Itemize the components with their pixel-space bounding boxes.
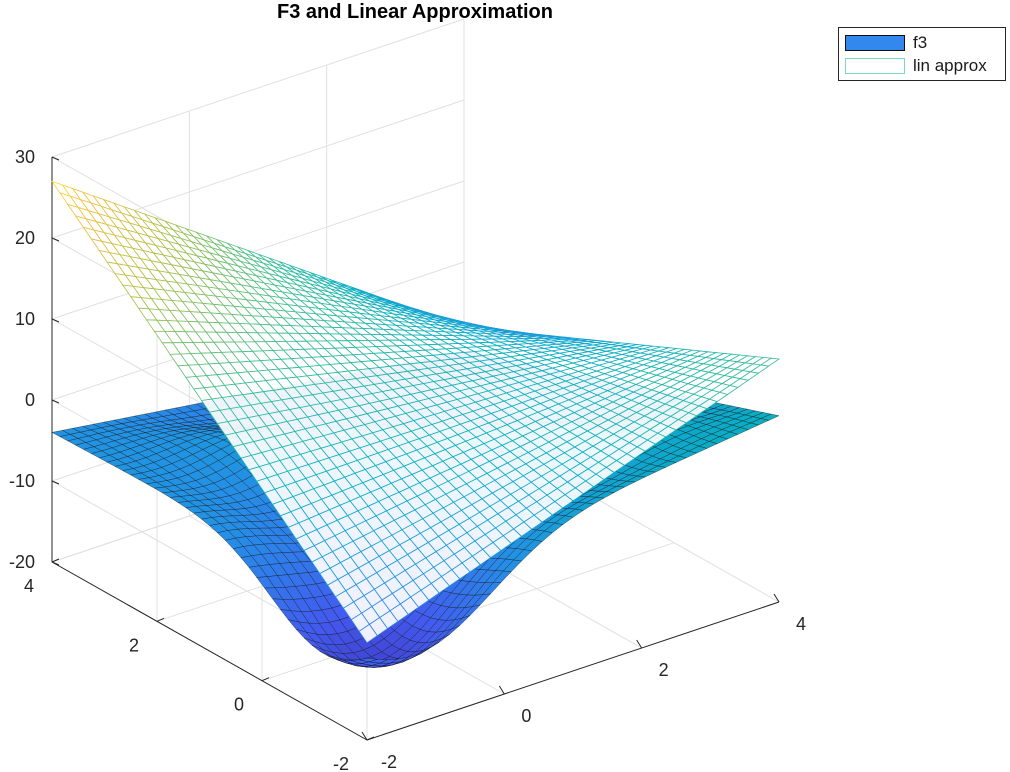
legend-label-f3: f3 [913, 33, 928, 52]
y-tick-label: 0 [234, 695, 244, 715]
wall-gridline [51, 18, 465, 158]
lin-approx-mesh [50, 180, 781, 644]
y-tick-label: 2 [129, 635, 139, 655]
z-tick-mark [51, 399, 60, 404]
x-tick-label: 2 [659, 660, 669, 680]
z-tick-mark [51, 156, 60, 161]
z-tick-label: 10 [15, 309, 35, 329]
chart-title: F3 and Linear Approximation [277, 1, 553, 23]
z-tick-mark [51, 480, 60, 485]
z-tick-mark [51, 318, 60, 323]
y-tick-mark [261, 677, 270, 682]
x-tick-mark [636, 639, 643, 649]
y-tick-mark [366, 736, 375, 741]
y-axis-line [51, 561, 368, 741]
f3-surface-patch [359, 657, 378, 663]
y-tick-label: 4 [24, 576, 34, 596]
z-tick-label: 0 [25, 390, 35, 410]
legend-swatch-lin-approx [845, 58, 905, 74]
x-tick-label: 4 [796, 614, 806, 634]
legend-entry-f3[interactable]: f3 [845, 33, 927, 53]
lin-approx-patch [358, 623, 378, 644]
z-tick-label: 20 [15, 228, 35, 248]
z-tick-label: 30 [15, 147, 35, 167]
z-tick-label: -10 [9, 471, 35, 491]
x-tick-mark [361, 731, 368, 741]
z-tick-mark [51, 237, 60, 242]
z-tick-label: -20 [9, 552, 35, 572]
legend-swatch-f3 [845, 35, 905, 51]
y-tick-mark [51, 558, 60, 563]
legend-entry-lin-approx[interactable]: lin approx [845, 56, 987, 76]
y-tick-label: -2 [333, 754, 349, 772]
x-tick-label: -2 [381, 752, 397, 772]
legend[interactable]: f3 lin approx [838, 27, 1006, 81]
wall-gridline [51, 180, 465, 320]
x-tick-mark [498, 685, 505, 695]
legend-label-lin-approx: lin approx [913, 56, 987, 75]
y-tick-mark [156, 617, 165, 622]
x-tick-mark [773, 593, 780, 603]
x-tick-label: 0 [521, 706, 531, 726]
z-tick-mark [51, 561, 60, 566]
x-axis-line [366, 601, 780, 741]
